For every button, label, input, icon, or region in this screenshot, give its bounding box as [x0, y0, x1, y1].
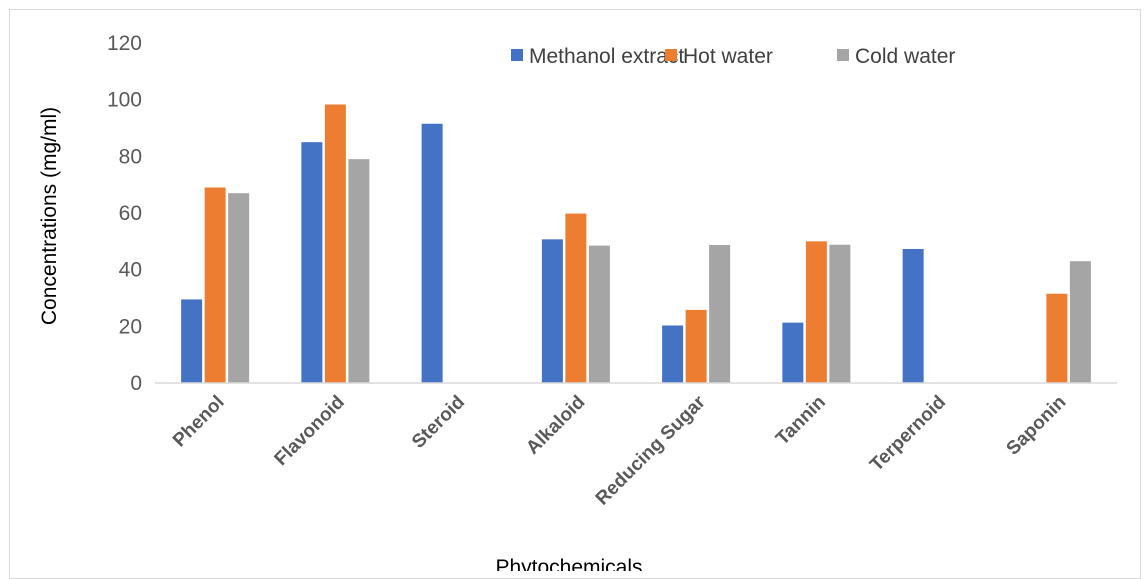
- y-axis-title: Concentrations (mg/ml): [38, 107, 61, 325]
- bar-methanol-extract: [301, 142, 323, 383]
- y-tick-label: 120: [107, 32, 142, 55]
- bar-cold-water: [1069, 261, 1091, 383]
- bar-hot-water: [324, 104, 346, 383]
- bars: [181, 104, 1091, 383]
- legend-label: Hot water: [683, 45, 773, 68]
- x-category-label: Saponin: [1003, 392, 1071, 460]
- bar-methanol-extract: [541, 239, 563, 383]
- y-tick-label: 100: [107, 89, 142, 112]
- bar-methanol-extract: [662, 325, 684, 383]
- bar-cold-water: [228, 193, 250, 383]
- bar-methanol-extract: [181, 299, 203, 383]
- legend-swatch: [665, 49, 677, 61]
- x-axis-title: Phytochemicals: [495, 556, 642, 571]
- bar-hot-water: [805, 241, 827, 383]
- x-category-label: Reducing Sugar: [592, 391, 710, 509]
- x-category-label: Terpernoid: [866, 392, 950, 476]
- x-category-label: Flavonoid: [271, 392, 349, 470]
- y-tick-label: 0: [130, 372, 142, 395]
- category-labels: Phenol Flavonoid Steroid Alkaloid Reducing S…: [169, 391, 1070, 509]
- legend-label: Methanol extract: [529, 45, 684, 68]
- y-tick-label: 60: [119, 202, 142, 225]
- y-axis-ticks: 0 20 40 60 80 100 120: [107, 32, 142, 395]
- bar-methanol-extract: [421, 123, 443, 383]
- x-category-label: Phenol: [169, 392, 229, 452]
- y-tick-label: 40: [119, 259, 142, 282]
- legend-label: Cold water: [855, 45, 955, 68]
- bar-cold-water: [348, 159, 370, 383]
- bar-methanol-extract: [782, 322, 804, 383]
- bar-hot-water: [565, 213, 587, 383]
- y-tick-label: 80: [119, 145, 142, 168]
- bar-cold-water: [588, 245, 610, 383]
- bar-hot-water: [685, 309, 707, 383]
- x-category-label: Alkaloid: [522, 392, 589, 459]
- bar-cold-water: [709, 245, 731, 383]
- legend-swatch: [511, 49, 523, 61]
- bar-cold-water: [829, 244, 851, 383]
- x-category-label: Steroid: [408, 392, 469, 453]
- bar-hot-water: [204, 187, 226, 383]
- y-tick-label: 20: [119, 315, 142, 338]
- legend-swatch: [837, 49, 849, 61]
- bar-methanol-extract: [902, 248, 924, 383]
- x-category-label: Tannin: [772, 392, 830, 450]
- bar-hot-water: [1046, 293, 1068, 383]
